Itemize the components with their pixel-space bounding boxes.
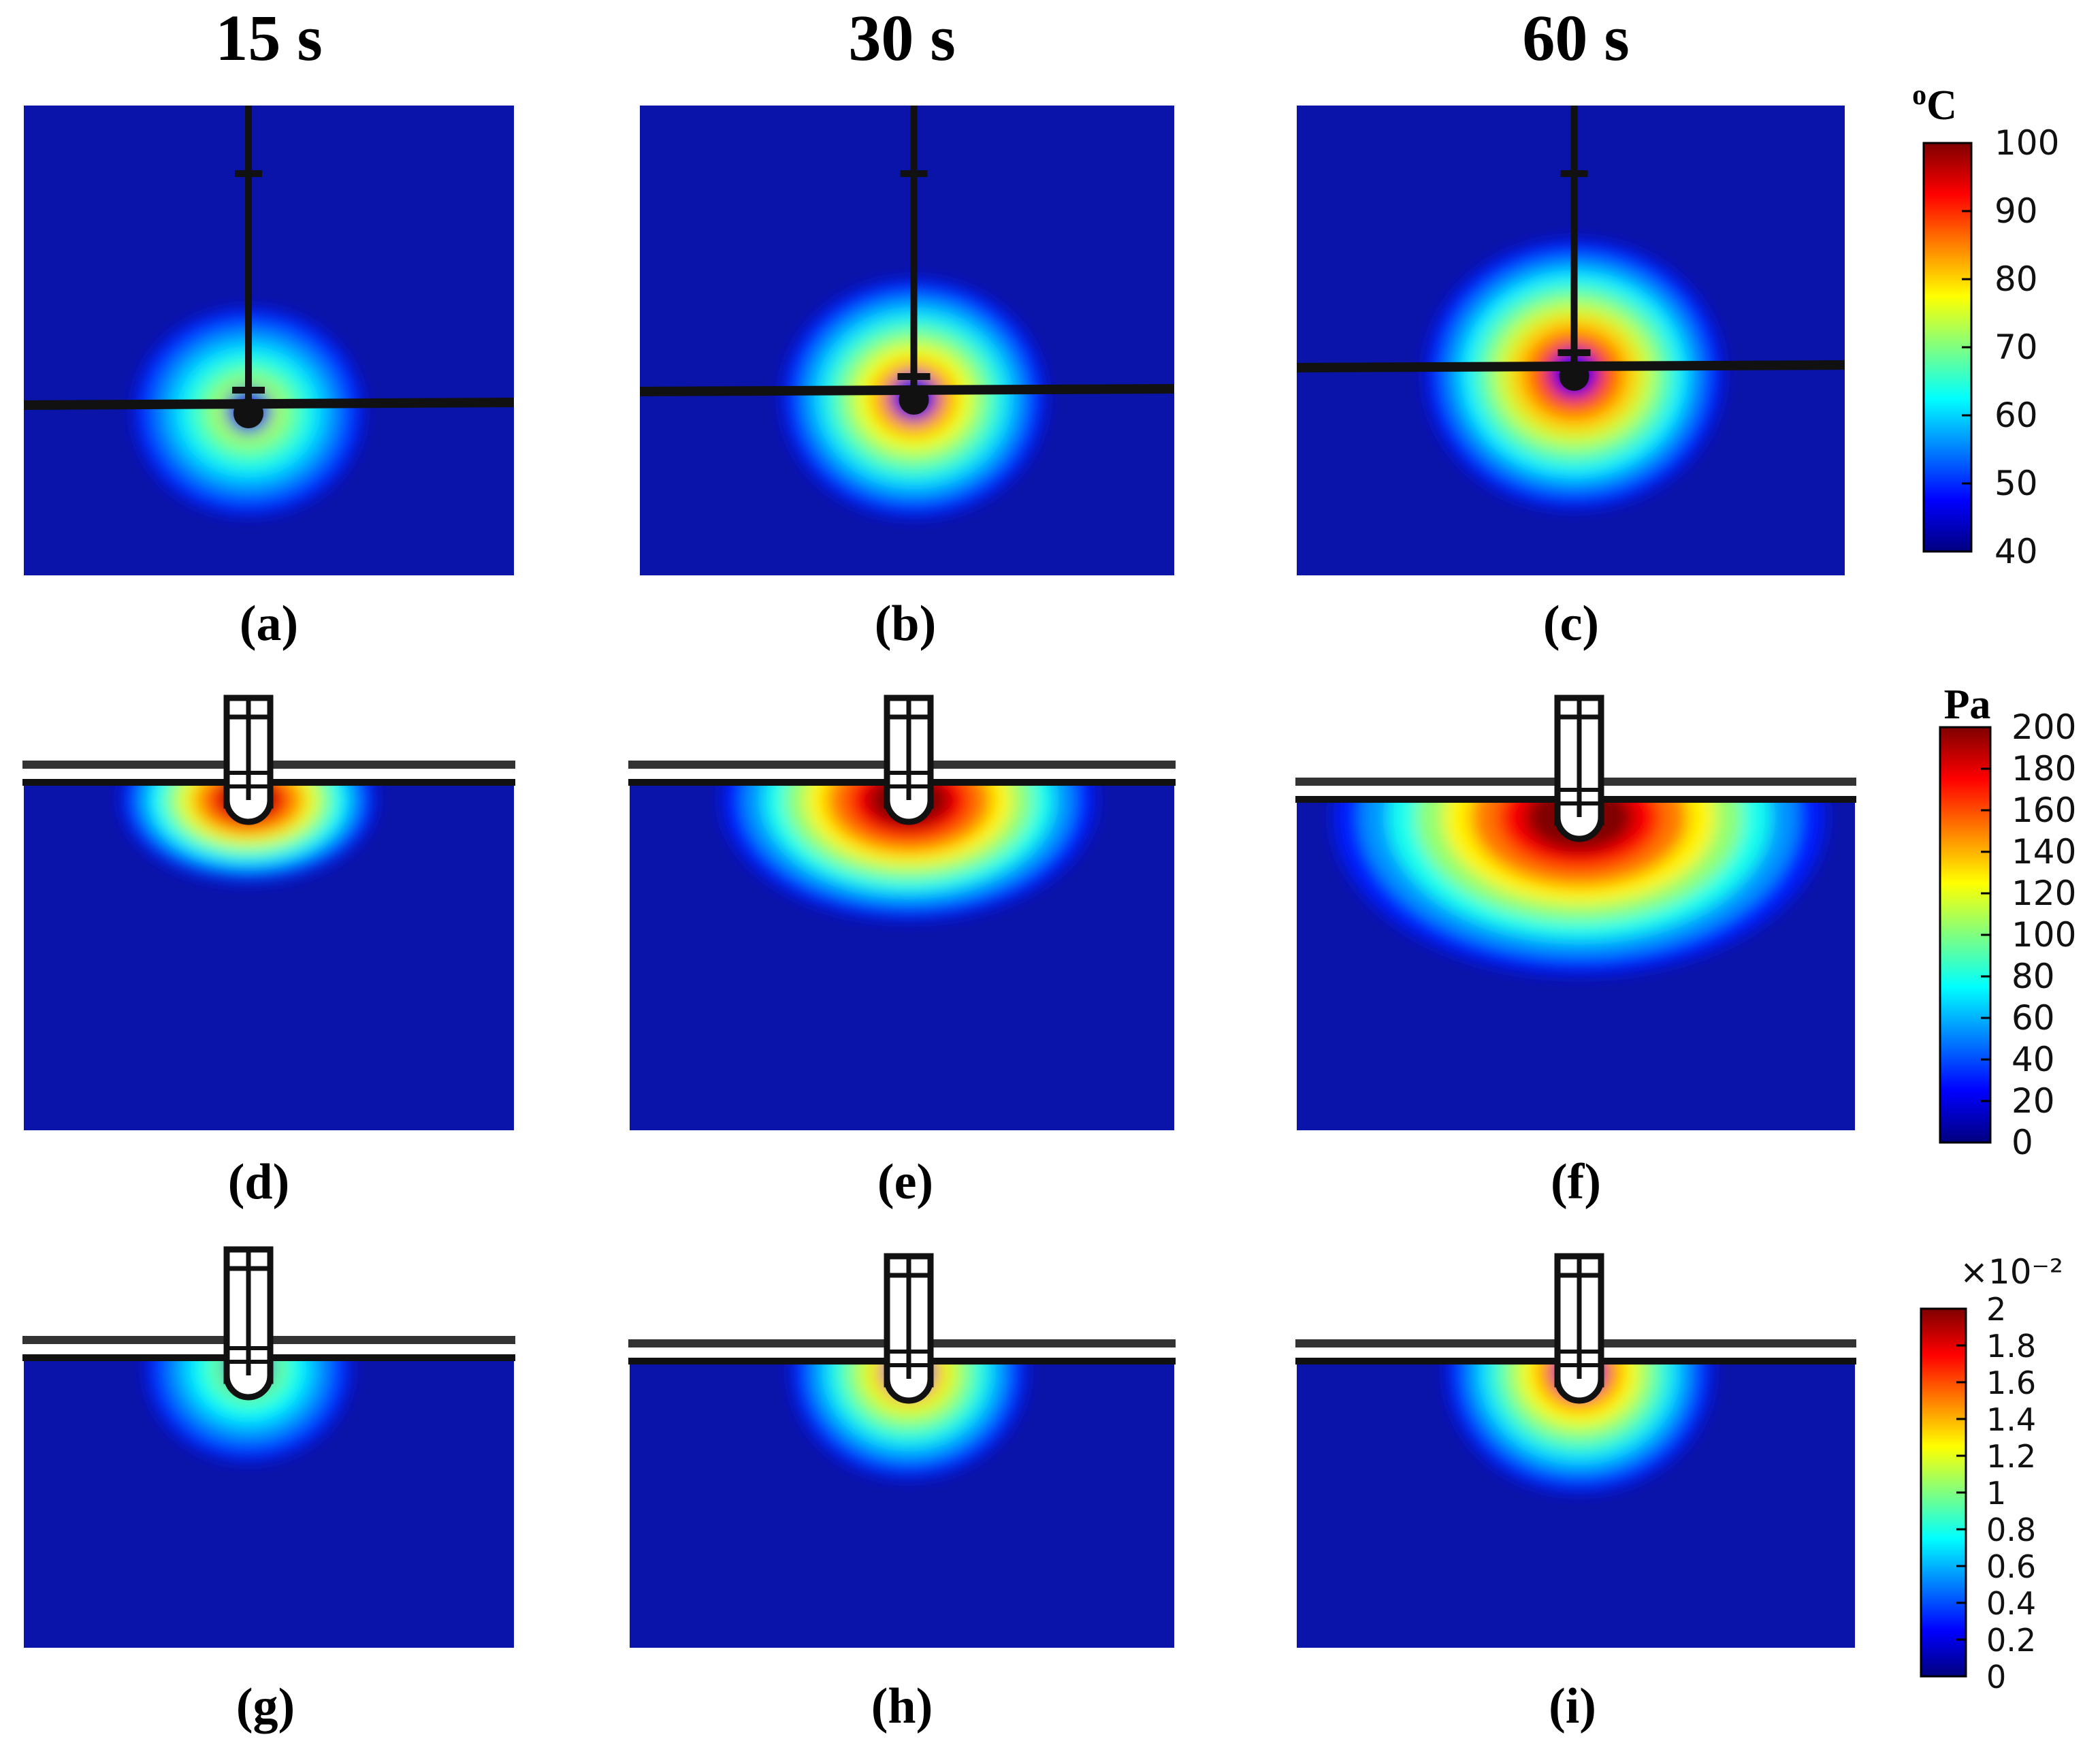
field-panel-f <box>1295 695 1856 1130</box>
colorbar-tick-label: 1.4 <box>1986 1401 2036 1438</box>
panel-label-b: (b) <box>875 596 936 652</box>
panel-label-i: (i) <box>1549 1678 1596 1734</box>
column-header-15s: 15 s <box>215 1 322 74</box>
field-panel-a <box>23 106 515 575</box>
panel-label-d: (d) <box>228 1154 289 1210</box>
colorbar-tick-label: 1.6 <box>1986 1365 2036 1401</box>
electrode-icon <box>1296 106 1845 391</box>
heat-zone <box>1333 797 1826 975</box>
colorbar-tick-label: 90 <box>1994 191 2038 231</box>
colorbar-tick-label: 20 <box>2012 1081 2055 1121</box>
electrode-icon <box>22 1246 515 1401</box>
colorbar-tick-label: 0 <box>1986 1659 2006 1695</box>
colorbar-tick-label: 100 <box>2012 915 2076 955</box>
electrode-icon <box>1295 695 1856 842</box>
colorbar-tick-label: 40 <box>1994 532 2038 571</box>
colorbar-tick-label: 80 <box>2012 957 2055 996</box>
column-header-60s: 60 s <box>1522 1 1629 74</box>
colorbar-tick-label: 80 <box>1994 259 2038 299</box>
field-panel-h <box>628 1253 1176 1648</box>
colorbar-tick-label: 50 <box>1994 464 2038 503</box>
colorbar-tick-label: 1.8 <box>1986 1328 2036 1365</box>
colorbar-tick-label: 70 <box>1994 328 2038 367</box>
colorbar-dimensionless: ×10⁻² 21.81.61.41.210.80.60.40.20 <box>1920 1252 2063 1695</box>
colorbar-ticks-dimensionless: 21.81.61.41.210.80.60.40.20 <box>1956 1291 2036 1695</box>
colorbar-tick-label: 100 <box>1994 123 2059 163</box>
field-panel-e <box>628 695 1176 1130</box>
colorbar-unit-pressure: Pa <box>1944 682 1991 728</box>
panel-label-f: (f) <box>1551 1154 1601 1210</box>
colorbar-unit-dimensionless: ×10⁻² <box>1960 1252 2063 1292</box>
colorbar-tick-label: 160 <box>2012 791 2076 830</box>
colorbar-tick-label: 0.6 <box>1986 1548 2036 1585</box>
electrode-icon <box>639 106 1175 415</box>
panel-label-e: (e) <box>877 1154 933 1210</box>
colorbar-tick-label: 60 <box>2012 998 2055 1038</box>
colorbar-tick-label: 180 <box>2012 749 2076 788</box>
field-panel-d <box>22 695 515 1130</box>
colorbar-tick-label: 120 <box>2012 874 2076 913</box>
electrode-icon <box>1295 1253 1856 1404</box>
panel-label-g: (g) <box>236 1678 295 1734</box>
panel-label-a: (a) <box>240 596 298 652</box>
colorbar-tick-label: 2 <box>1986 1291 2006 1328</box>
column-header-30s: 30 s <box>848 1 955 74</box>
colorbar-tick-label: 0 <box>2012 1123 2033 1162</box>
colorbar-tick-label: 40 <box>2012 1040 2055 1079</box>
colorbar-tick-label: 0.8 <box>1986 1512 2036 1548</box>
colorbar-tick-label: 60 <box>1994 396 2038 435</box>
field-panel-i <box>1295 1253 1856 1648</box>
panel-label-c: (c) <box>1543 596 1599 652</box>
colorbar-temperature: oC 100 90 80 70 60 50 40 <box>1912 80 2059 571</box>
panel-grid <box>22 106 1856 1648</box>
field-panel-b <box>639 106 1175 575</box>
colorbar-tick-label: 1 <box>1986 1475 2006 1512</box>
field-panel-c <box>1296 106 1845 575</box>
colorbar-tick-label: 140 <box>2012 832 2076 872</box>
colorbar-tick-label: 200 <box>2012 707 2076 747</box>
colorbar-tick-label: 0.2 <box>1986 1622 2036 1659</box>
colorbar-tick-label: 1.2 <box>1986 1438 2036 1475</box>
colorbar-unit-temperature: oC <box>1912 80 1957 129</box>
electrode-icon <box>23 106 515 428</box>
electrode-icon <box>628 695 1176 825</box>
electrode-icon <box>22 695 515 825</box>
electrode-icon <box>628 1253 1176 1404</box>
colorbar-ticks-temperature: 100 90 80 70 60 50 40 <box>1962 123 2059 571</box>
field-panel-g <box>22 1246 515 1648</box>
panel-label-h: (h) <box>871 1678 933 1734</box>
colorbar-tick-label: 0.4 <box>1986 1585 2036 1622</box>
